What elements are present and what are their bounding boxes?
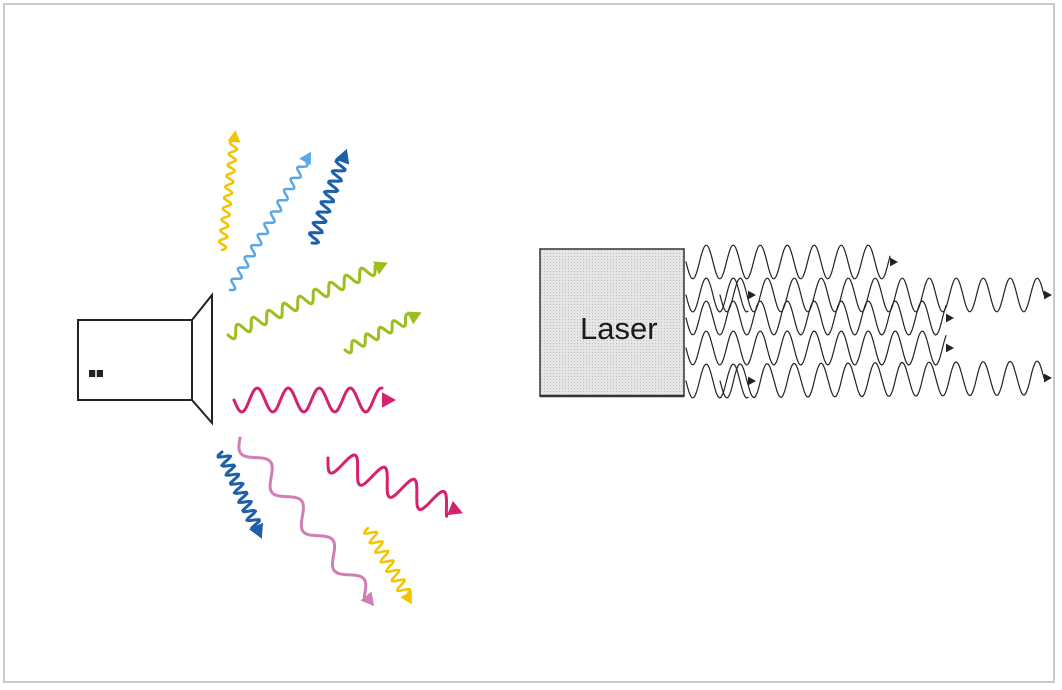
dark-blue-wave-up-line	[308, 158, 347, 245]
yellow-wave-down-line	[363, 526, 412, 594]
coherent-wave-6-arrowhead	[1044, 290, 1052, 300]
coherent-wave-5-arrowhead	[748, 376, 756, 386]
coherent-light-waves	[685, 244, 1052, 399]
magenta-wave-low-line	[326, 453, 449, 518]
yellow-wave-up	[217, 130, 241, 252]
coherent-wave-7-arrowhead	[1043, 373, 1052, 383]
coherent-wave-4-line	[685, 330, 947, 366]
laser: Laser	[539, 248, 685, 398]
coherent-wave-2-line	[685, 277, 749, 313]
laser-box	[539, 248, 685, 397]
flashlight-head	[191, 292, 213, 426]
coherent-wave-3	[685, 300, 954, 336]
coherent-wave-5-line	[685, 363, 749, 399]
magenta-wave-mid-line	[232, 386, 384, 414]
dark-blue-wave-up	[308, 148, 350, 245]
magenta-wave-mid-arrowhead	[382, 392, 396, 408]
coherent-wave-5	[685, 363, 756, 399]
green-wave-long-arrowhead	[373, 261, 388, 275]
coherent-wave-1-line	[685, 244, 891, 280]
green-wave-long-line	[226, 264, 377, 341]
yellow-wave-up-line	[217, 140, 239, 252]
dark-blue-wave-down	[216, 450, 263, 539]
pink-wave-down	[237, 436, 375, 607]
coherent-wave-7	[719, 360, 1052, 399]
yellow-wave-down-arrowhead	[400, 590, 412, 605]
magenta-wave-low-arrowhead	[447, 500, 463, 516]
coherent-wave-3-line	[685, 300, 947, 336]
green-wave-short-line	[343, 312, 410, 355]
dark-blue-wave-up-arrowhead	[334, 148, 350, 165]
coherent-wave-2-arrowhead	[748, 290, 756, 300]
coherent-wave-3-arrowhead	[946, 313, 954, 323]
flashlight-body	[77, 319, 193, 401]
light-blue-wave-up-line	[228, 161, 309, 292]
light-blue-wave-up-arrowhead	[299, 151, 312, 166]
coherent-wave-7-line	[719, 360, 1045, 399]
incoherent-light-waves	[216, 130, 463, 607]
light-blue-wave-up	[228, 151, 312, 292]
coherent-wave-6-line	[719, 277, 1045, 313]
coherent-wave-1	[685, 244, 898, 280]
flashlight	[77, 292, 213, 426]
coherent-wave-2	[685, 277, 756, 313]
dark-blue-wave-down-arrowhead	[249, 522, 263, 539]
green-wave-short	[343, 311, 422, 355]
yellow-wave-down	[363, 526, 412, 605]
yellow-wave-up-arrowhead	[227, 130, 241, 143]
pink-wave-down-line	[237, 436, 368, 599]
laser-label: Laser	[580, 311, 658, 346]
magenta-wave-low	[326, 453, 463, 518]
magenta-wave-mid	[232, 386, 396, 414]
coherent-wave-1-arrowhead	[890, 257, 898, 267]
green-wave-long	[226, 261, 388, 341]
dark-blue-wave-down-line	[216, 450, 261, 530]
coherent-wave-4	[685, 330, 954, 366]
green-wave-short-arrowhead	[406, 311, 422, 325]
pink-wave-down-arrowhead	[360, 591, 375, 607]
coherent-wave-4-arrowhead	[946, 343, 954, 353]
coherent-wave-6	[719, 277, 1052, 313]
